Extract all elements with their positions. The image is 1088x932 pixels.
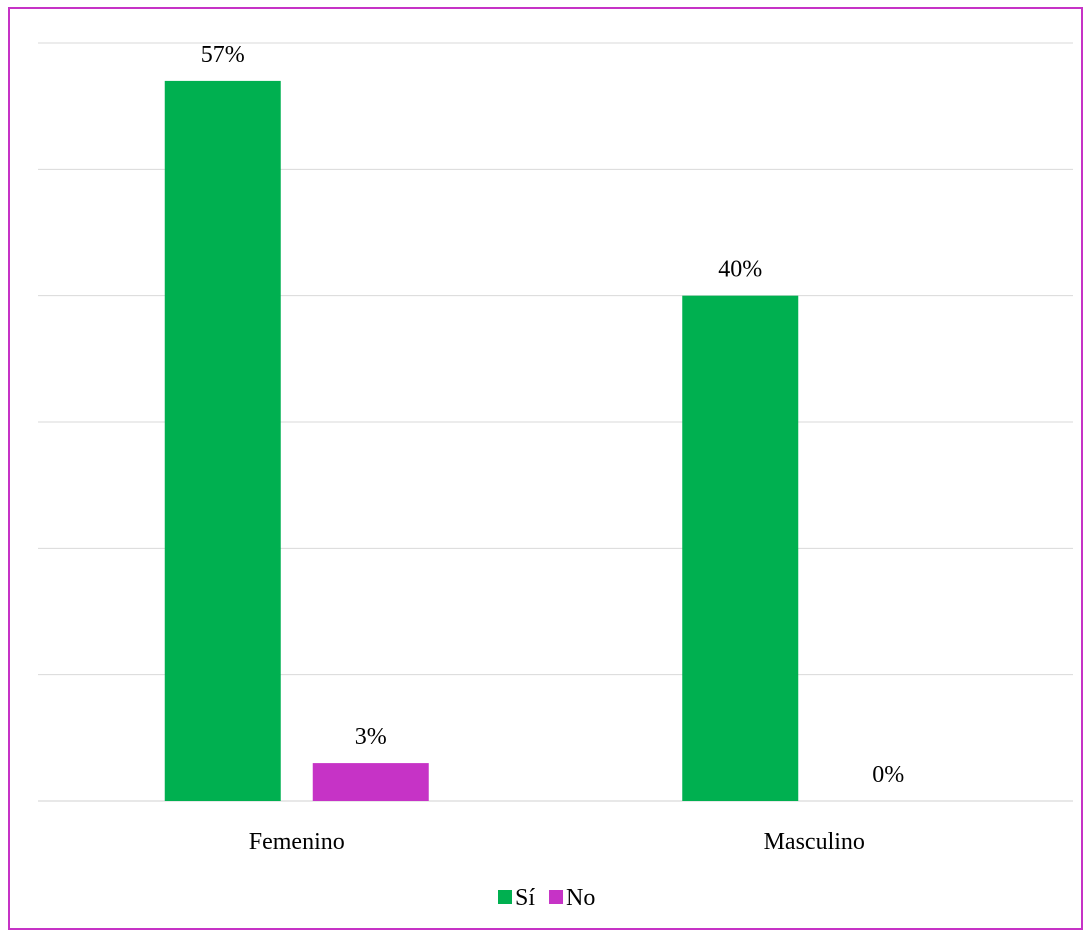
bar-chart: 57% 3% 40% 0% Femenino Masculino Sí No — [38, 42, 1073, 911]
bars — [164, 80, 799, 801]
category-labels: Femenino Masculino — [249, 829, 865, 855]
legend-label: Sí — [515, 885, 535, 911]
data-label: 40% — [718, 257, 762, 283]
bar-s--masculino — [682, 295, 799, 801]
data-label: 57% — [201, 42, 245, 68]
legend: Sí No — [498, 885, 595, 911]
bar-s--femenino — [164, 80, 281, 801]
category-label: Masculino — [764, 829, 865, 855]
data-labels: 57% 3% 40% 0% — [201, 42, 905, 788]
data-label: 3% — [355, 724, 387, 750]
bar-no-femenino — [312, 763, 429, 801]
chart-frame: 57% 3% 40% 0% Femenino Masculino Sí No — [8, 7, 1083, 930]
legend-swatch — [549, 890, 564, 904]
legend-swatch — [498, 890, 512, 904]
legend-label: No — [566, 885, 595, 911]
data-label: 0% — [872, 762, 904, 788]
category-label: Femenino — [249, 829, 345, 855]
